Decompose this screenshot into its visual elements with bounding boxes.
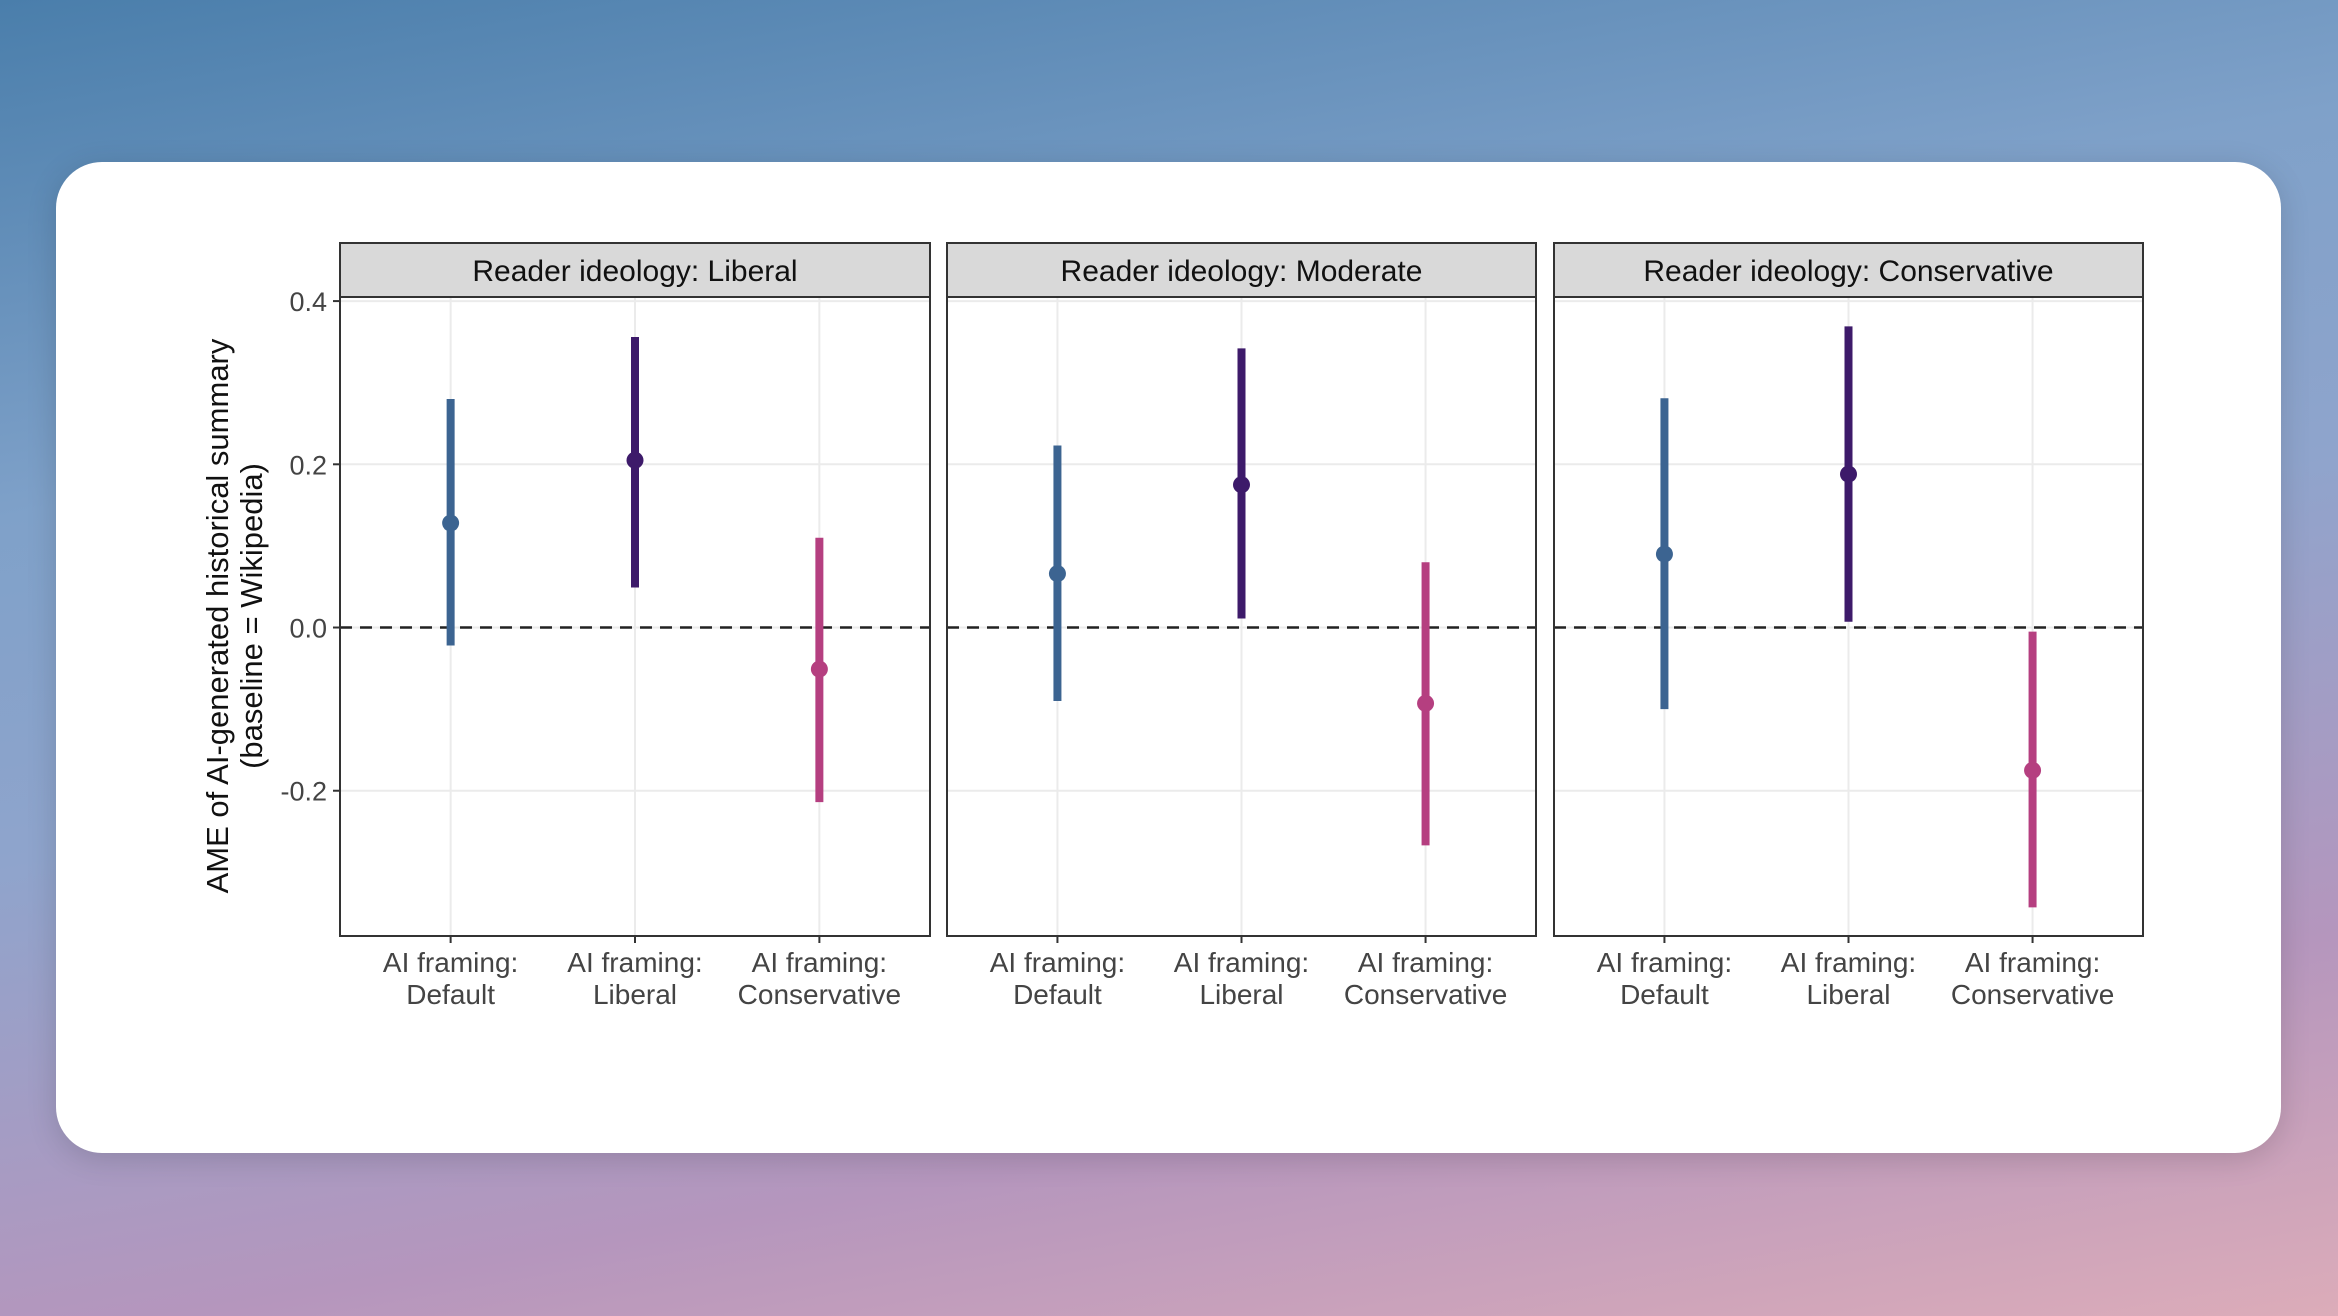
y-tick-label: 0.4 [289, 287, 327, 317]
point-estimate [1840, 465, 1857, 483]
x-tick-label-line1: AI framing: [567, 947, 702, 978]
x-tick-label-line2: Liberal [593, 979, 677, 1010]
panel-border [1553, 296, 2144, 937]
point-estimate [810, 660, 828, 678]
y-axis-title: AME of AI-generated historical summary [200, 338, 235, 893]
x-tick-label-line1: AI framing: [990, 947, 1125, 978]
x-tick-label-line1: AI framing: [1174, 947, 1309, 978]
point-estimate [1233, 476, 1250, 494]
panel-border [339, 296, 931, 937]
y-axis-subtitle: (baseline = Wikipedia) [234, 463, 269, 769]
y-tick-label: -0.2 [280, 777, 327, 807]
x-tick-label-line1: AI framing: [1358, 947, 1493, 978]
x-tick-label-line1: AI framing: [383, 947, 518, 978]
x-tick-label-line1: AI framing: [752, 947, 887, 978]
point-estimate [442, 514, 460, 532]
point-estimate [1048, 565, 1066, 583]
point-estimate [1417, 694, 1435, 712]
facet-strip [1553, 242, 2144, 298]
x-tick-label-line2: Conservative [738, 979, 901, 1010]
facet-title: Reader ideology: Conservative [1643, 255, 2053, 288]
x-tick-label-line2: Default [1013, 979, 1102, 1010]
facet-strip [946, 242, 1537, 298]
facet-panel-2: Reader ideology: Conservative AI framing:… [1553, 242, 2144, 1010]
x-tick-label-line1: AI framing: [1965, 947, 2100, 978]
x-tick-label-line2: Liberal [1806, 979, 1890, 1010]
panel-border [946, 296, 1537, 937]
x-tick-label-line2: Conservative [1344, 979, 1507, 1010]
x-tick-label-line2: Liberal [1199, 979, 1283, 1010]
point-estimate [626, 451, 644, 469]
y-tick-label: 0.0 [289, 614, 327, 644]
y-tick-label: 0.2 [289, 450, 327, 480]
point-estimate [2024, 761, 2042, 779]
x-tick-label-line1: AI framing: [1597, 947, 1732, 978]
facet-title: Reader ideology: Liberal [472, 255, 797, 288]
x-tick-label-line2: Default [1620, 979, 1709, 1010]
point-estimate [1655, 545, 1673, 563]
x-tick-label-line2: Conservative [1951, 979, 2114, 1010]
facet-title: Reader ideology: Moderate [1061, 255, 1423, 288]
x-tick-label-line1: AI framing: [1781, 947, 1916, 978]
x-tick-label-line2: Default [406, 979, 495, 1010]
